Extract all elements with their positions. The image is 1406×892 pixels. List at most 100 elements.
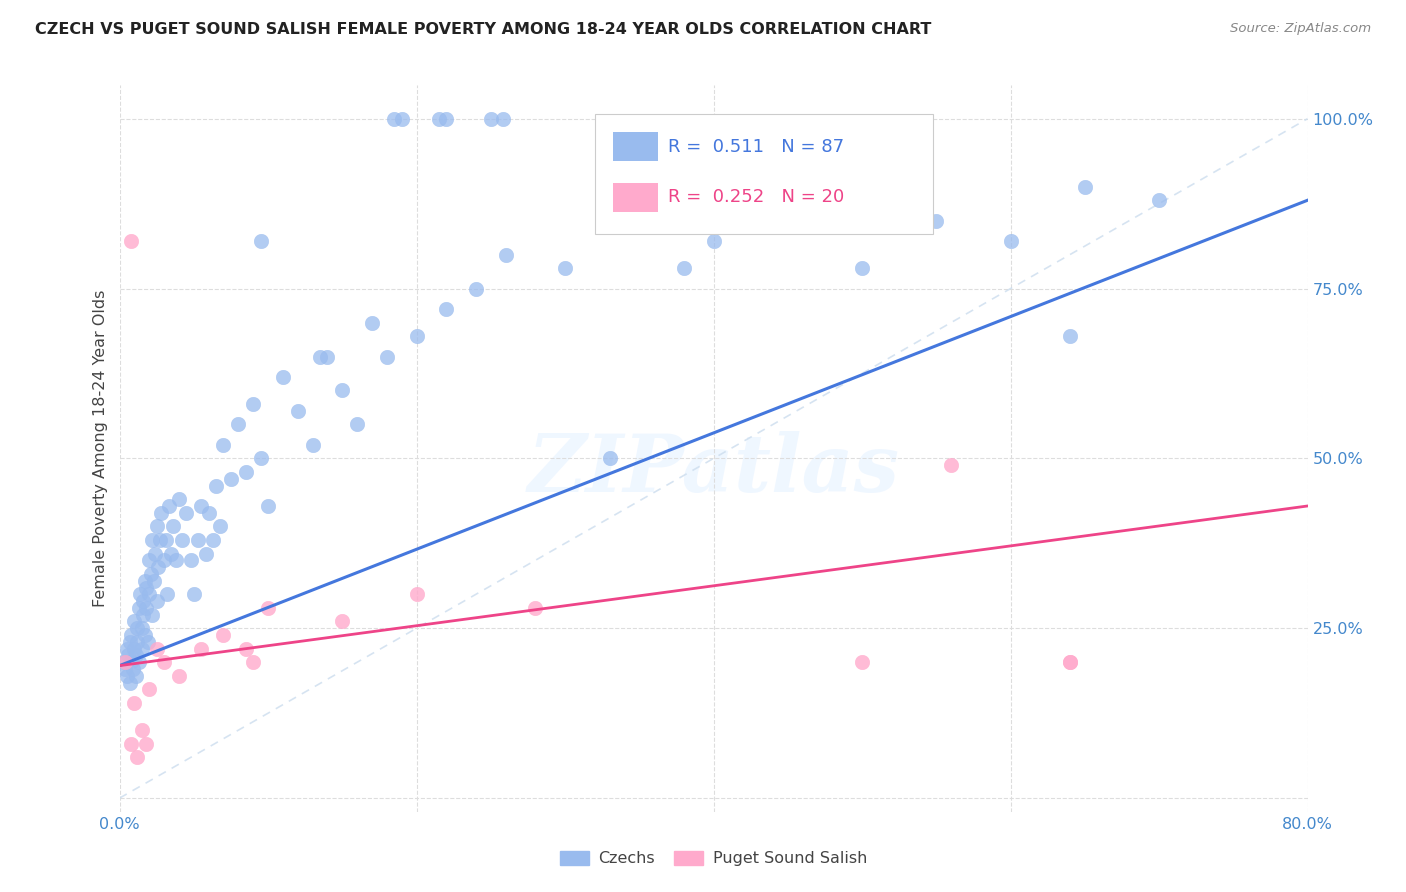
Point [136,635,159,649]
Point [125,648,148,663]
Point [127,621,149,635]
Point [141,607,163,622]
Point [153,655,176,669]
Text: ZIPatlas: ZIPatlas [527,432,900,508]
Legend: Czechs, Puget Sound Salish: Czechs, Puget Sound Salish [554,845,873,872]
Y-axis label: Female Poverty Among 18-24 Year Olds: Female Poverty Among 18-24 Year Olds [93,290,108,607]
Point [405,329,427,343]
Point [122,662,145,676]
Point [287,404,309,418]
Point [131,641,153,656]
Point [776,193,799,207]
Point [117,648,139,663]
Point [124,696,146,710]
Point [242,397,264,411]
Point [124,641,146,656]
Point [127,635,149,649]
Point [492,112,515,126]
FancyBboxPatch shape [595,114,934,234]
FancyBboxPatch shape [613,183,658,212]
Point [138,682,160,697]
Point [120,628,142,642]
Point [346,417,368,432]
Point [301,438,323,452]
Point [138,553,160,567]
Point [155,533,177,547]
Point [135,737,157,751]
Point [194,547,217,561]
Point [114,662,136,676]
Point [134,628,156,642]
Point [180,553,202,567]
Point [316,350,339,364]
Point [165,553,187,567]
Point [330,615,353,629]
Point [160,547,183,561]
Point [132,594,155,608]
Point [925,213,948,227]
Point [135,581,157,595]
Point [128,655,150,669]
Point [1074,179,1097,194]
Point [205,478,228,492]
Point [851,655,873,669]
Point [153,553,176,567]
Point [167,669,190,683]
Point [1000,234,1022,248]
Point [146,560,169,574]
Point [167,492,190,507]
Point [127,750,149,764]
Point [128,600,150,615]
Point [145,519,167,533]
Point [939,458,962,473]
Point [524,600,547,615]
Point [209,519,232,533]
Point [131,621,153,635]
Point [309,350,332,364]
Point [190,641,212,656]
Point [134,574,156,588]
FancyBboxPatch shape [613,132,658,161]
Text: R =  0.252   N = 20: R = 0.252 N = 20 [668,188,845,206]
Point [330,384,353,398]
Point [138,587,160,601]
Point [125,669,148,683]
Point [132,607,155,622]
Point [434,112,457,126]
Point [115,641,138,656]
Point [219,472,242,486]
Point [115,669,138,683]
Point [118,635,141,649]
Point [120,737,142,751]
Point [142,574,165,588]
Point [235,465,257,479]
Point [190,499,212,513]
Point [599,451,621,466]
Point [183,587,205,601]
Point [361,316,384,330]
Point [554,261,576,276]
Point [212,628,235,642]
Point [197,506,219,520]
Point [143,547,166,561]
Point [249,451,271,466]
Point [114,655,136,669]
Point [112,655,135,669]
Point [257,600,280,615]
Point [202,533,225,547]
Point [145,641,167,656]
Point [170,533,193,547]
Point [120,234,142,248]
Point [120,655,142,669]
Point [150,506,173,520]
Point [672,261,695,276]
Point [162,519,184,533]
Point [135,600,157,615]
Point [427,112,450,126]
Point [464,282,486,296]
Point [249,234,271,248]
Point [129,587,152,601]
Point [187,533,209,547]
Point [1059,655,1081,669]
Point [228,417,250,432]
